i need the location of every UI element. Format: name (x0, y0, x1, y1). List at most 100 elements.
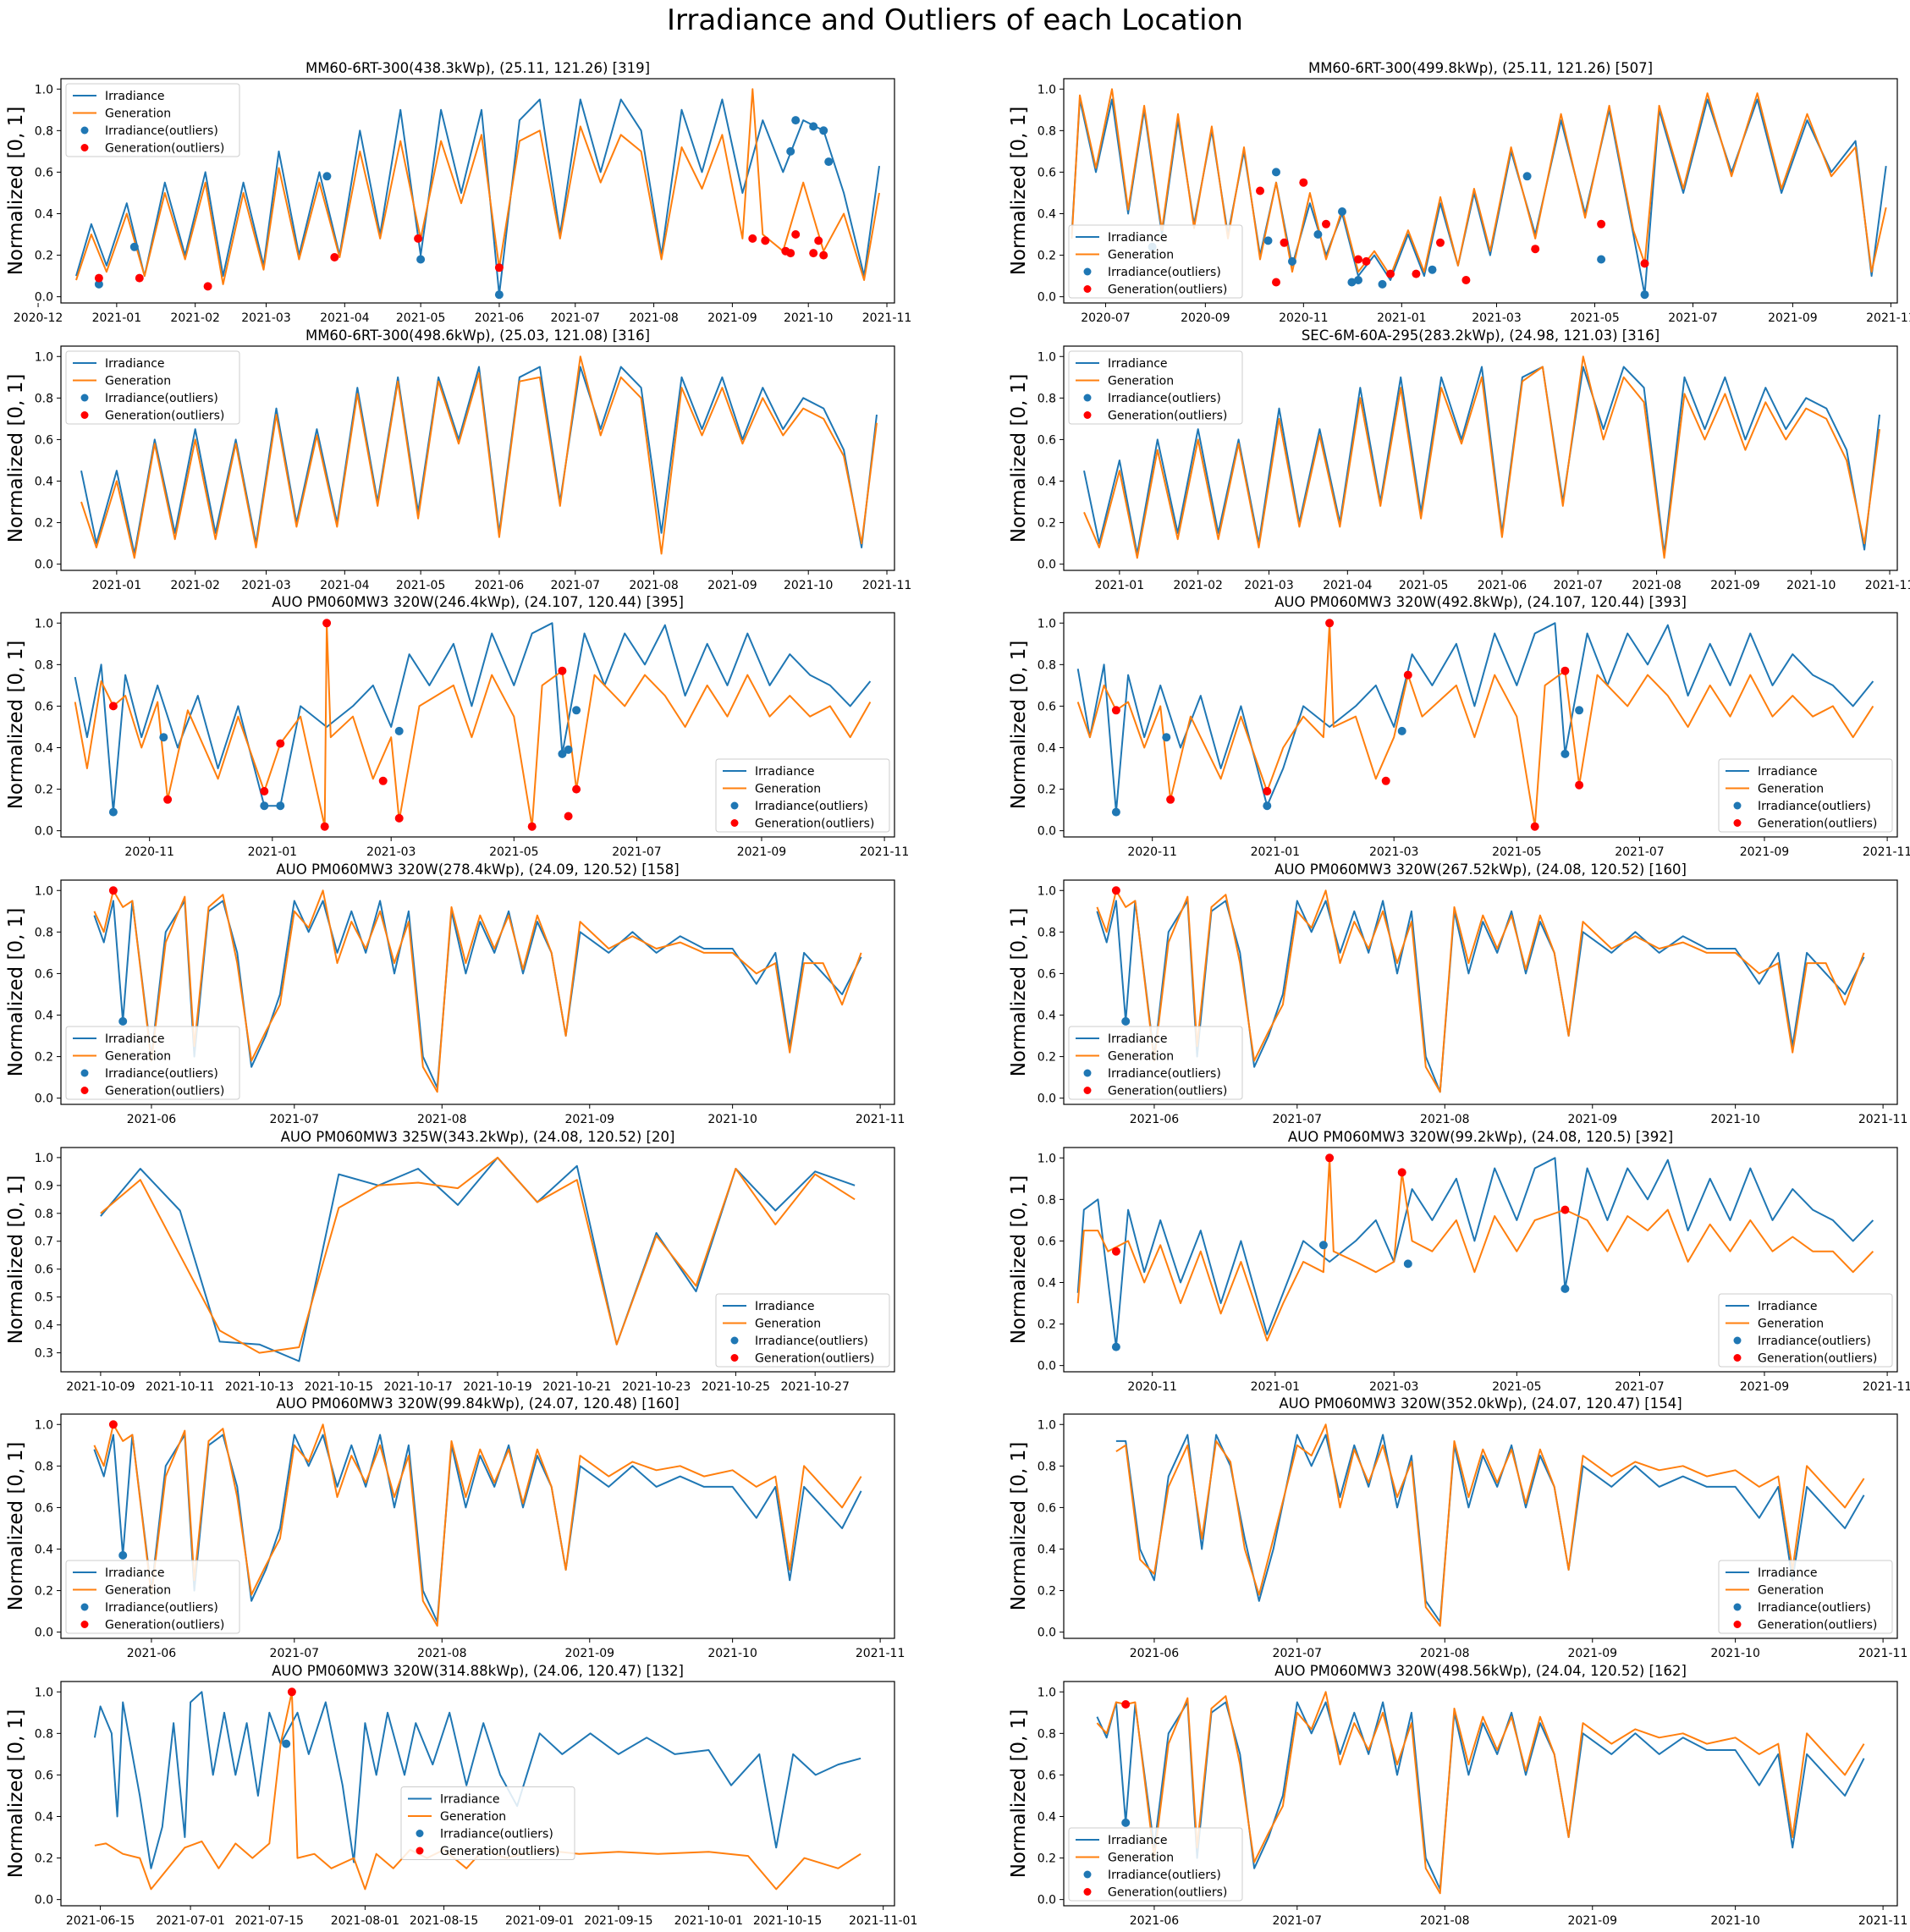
legend-label: Generation(outliers) (1108, 1886, 1227, 1900)
legend-marker-swatch (730, 801, 739, 810)
x-tick-label: 2021-11 (1863, 845, 1910, 859)
y-tick-label: 0.6 (35, 967, 53, 981)
subplot-3: 0.0 0.2 0.4 0.6 0.8 1.0 2021-01 2021-02 2021-03 2… (5, 328, 911, 592)
generation-outlier-point (276, 739, 285, 748)
y-axis-label: Normalized [0, 1] (5, 1442, 27, 1611)
x-tick-label: 2020-09 (1181, 311, 1230, 325)
axes-frame (1063, 78, 1898, 304)
x-tick-label: 2021-11 (860, 845, 910, 859)
y-tick-label: 0.4 (35, 475, 53, 488)
legend-label: Generation(outliers) (105, 1619, 224, 1632)
x-tick-label: 2021-09 (707, 579, 757, 592)
y-axis-label: Normalized [0, 1] (1008, 107, 1030, 276)
y-tick-label: 0.2 (35, 1585, 53, 1599)
legend-label: Irradiance(outliers) (440, 1828, 553, 1841)
y-tick-label: 0.2 (35, 517, 53, 531)
y-tick-label: 0.4 (1038, 741, 1056, 755)
x-tick-label: 2021-04 (320, 311, 370, 325)
x-tick-label: 2021-06 (1478, 579, 1527, 592)
y-tick-label: 0.8 (35, 1460, 53, 1473)
y-tick-label: 0.4 (35, 1543, 53, 1556)
x-tick-label: 2021-09 (1740, 845, 1790, 859)
generation-outlier-point (1325, 1153, 1335, 1163)
irradiance-outlier-point (786, 146, 795, 156)
irradiance-outlier-point (416, 255, 426, 264)
axes-frame (60, 879, 895, 1105)
generation-line (75, 88, 880, 285)
generation-outlier-point (1299, 178, 1308, 187)
y-tick-label: 1.0 (35, 1418, 53, 1432)
axes-frame (60, 1413, 895, 1639)
generation-outlier-point (761, 236, 770, 245)
irradiance-outlier-point (1263, 801, 1272, 811)
x-tick-label: 2021-05 (1492, 1380, 1542, 1394)
y-tick-label: 0.8 (1038, 1193, 1056, 1207)
subplot-2: 0.0 0.2 0.4 0.6 0.8 1.0 2020-07 2020-09 2020-11 2… (1008, 60, 1910, 325)
y-axis-label: Normalized [0, 1] (5, 374, 27, 543)
y-tick-label: 0.8 (1038, 1460, 1056, 1473)
y-tick-label: 0.8 (35, 392, 53, 405)
legend-label: Irradiance(outliers) (1758, 800, 1871, 813)
legend-box (1068, 1026, 1243, 1100)
irradiance-outlier-point (108, 807, 118, 817)
x-tick-label: 2021-10-01 (674, 1914, 743, 1928)
generation-outlier-point (108, 1420, 118, 1429)
generation-outlier-point (1560, 1205, 1570, 1214)
generation-outlier-point (1397, 1168, 1406, 1177)
irradiance-outlier-point (1162, 733, 1171, 742)
x-tick-label: 2021-08 (1420, 1113, 1470, 1126)
legend-label: Generation(outliers) (755, 817, 874, 831)
y-tick-label: 0.0 (35, 1894, 53, 1907)
y-tick-label: 0.4 (35, 741, 53, 755)
irradiance-outlier-point (394, 726, 404, 735)
y-tick-label: 0.0 (35, 1627, 53, 1640)
y-tick-label: 0.6 (35, 1501, 53, 1515)
generation-outlier-point (322, 619, 332, 628)
y-tick-label: 0.8 (35, 658, 53, 672)
legend-label: Generation(outliers) (1758, 1352, 1877, 1366)
legend-label: Irradiance(outliers) (1108, 392, 1221, 405)
generation-line (1076, 622, 1874, 828)
irradiance-outlier-point (1111, 807, 1120, 817)
legend-marker-swatch (1083, 285, 1092, 293)
legend-label: Generation (1108, 249, 1174, 262)
legend-label: Irradiance(outliers) (1108, 1869, 1221, 1882)
legend-box (1718, 1560, 1893, 1634)
irradiance-outlier-point (824, 157, 834, 167)
legend-box (65, 1026, 240, 1100)
legend-label: Irradiance (1758, 1566, 1818, 1580)
x-tick-label: 2021-08 (629, 579, 679, 592)
y-tick-label: 0.8 (35, 1727, 53, 1741)
irradiance-outlier-point (129, 242, 139, 251)
irradiance-outlier-point (1560, 749, 1570, 758)
legend-marker-swatch (80, 394, 89, 402)
y-tick-label: 0.9 (35, 1180, 53, 1193)
y-tick-label: 0.4 (1038, 207, 1056, 221)
generation-outlier-point (108, 702, 118, 711)
irradiance-line (74, 622, 872, 813)
x-tick-label: 2021-07 (1273, 1647, 1323, 1660)
y-tick-label: 0.6 (35, 1263, 53, 1277)
x-tick-label: 2021-05 (489, 845, 539, 859)
subplot-title: AUO PM060MW3 320W(99.2kWp), (24.08, 120.… (1288, 1129, 1673, 1145)
legend-label: Generation (1108, 375, 1174, 388)
x-tick-label: 2021-09 (1740, 1380, 1790, 1394)
legend-label: Generation(outliers) (1108, 283, 1227, 297)
x-tick-label: 2021-07 (1615, 1380, 1665, 1394)
legend-label: Generation(outliers) (1108, 1085, 1227, 1098)
legend-box (65, 83, 240, 157)
y-tick-label: 0.2 (1038, 1585, 1056, 1599)
x-tick-label: 2021-11-01 (849, 1914, 917, 1928)
legend: Irradiance Generation Irradiance(outliers)… (65, 1026, 240, 1100)
axes-frame (60, 345, 895, 571)
legend-box (715, 758, 890, 833)
x-tick-label: 2021-03 (1369, 845, 1419, 859)
x-tick-label: 2021-11 (1863, 1380, 1910, 1394)
y-tick-label: 0.0 (1038, 1894, 1056, 1907)
legend: Irradiance Generation Irradiance(outliers)… (715, 758, 890, 833)
y-tick-label: 0.0 (1038, 1627, 1056, 1640)
x-tick-label: 2021-05 (1492, 845, 1542, 859)
x-tick-label: 2021-06 (127, 1647, 177, 1660)
x-tick-label: 2021-01 (92, 311, 142, 325)
legend-marker-swatch (80, 1621, 89, 1628)
